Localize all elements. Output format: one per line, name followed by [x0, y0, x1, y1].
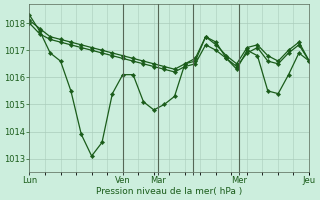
X-axis label: Pression niveau de la mer( hPa ): Pression niveau de la mer( hPa ): [96, 187, 243, 196]
